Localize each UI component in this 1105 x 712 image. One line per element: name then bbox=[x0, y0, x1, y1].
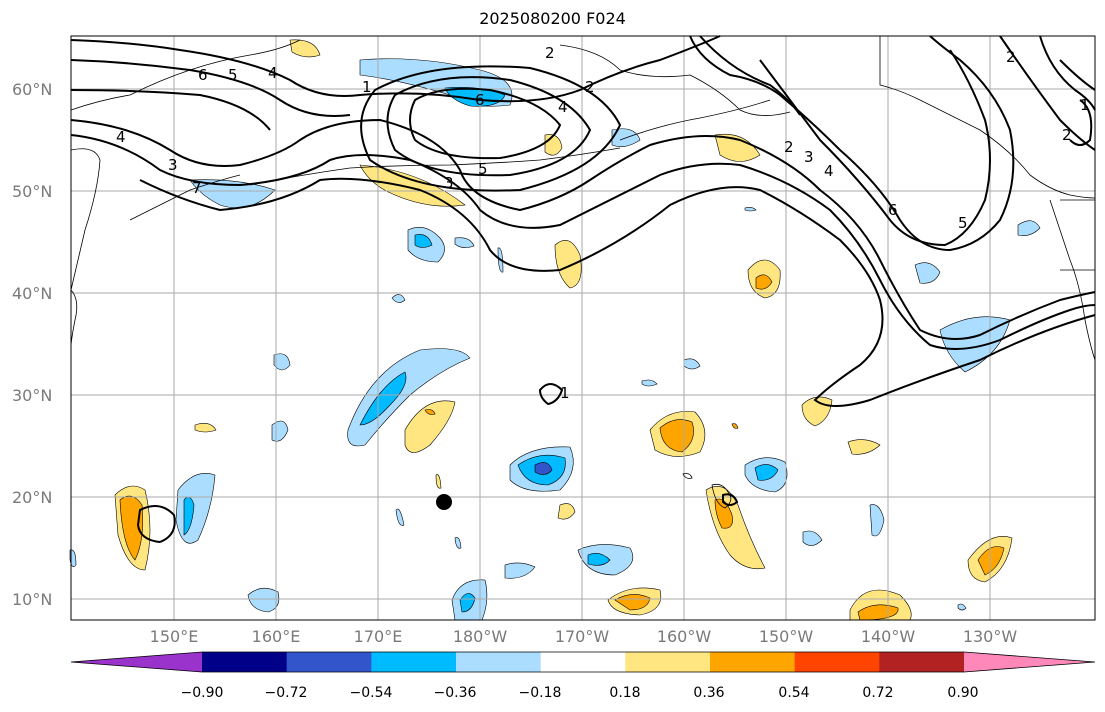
colorbar-tick-label: −0.18 bbox=[519, 685, 562, 701]
contour-label: 2 bbox=[784, 138, 794, 156]
lon-label: 170°W bbox=[555, 627, 610, 646]
colorbar-extend-low bbox=[71, 652, 202, 672]
lon-label: 170°E bbox=[354, 627, 403, 646]
contour-label: 4 bbox=[558, 98, 568, 116]
lat-label: 50°N bbox=[12, 182, 52, 201]
latitude-labels: 10°N 20°N 30°N 40°N 50°N 60°N bbox=[12, 80, 52, 609]
longitude-labels: 150°E 160°E 170°E 180°W 170°W 160°W 150°… bbox=[150, 627, 1018, 646]
colorbar bbox=[71, 652, 1095, 672]
lon-label: 150°E bbox=[150, 627, 199, 646]
contour-label: 1 bbox=[560, 384, 570, 402]
colorbar-segment bbox=[625, 652, 710, 672]
lon-label: 140°W bbox=[861, 627, 916, 646]
contour-label: 2 bbox=[585, 78, 595, 96]
colorbar-segment bbox=[710, 652, 795, 672]
colorbar-tick-label: 0.54 bbox=[778, 685, 809, 701]
colorbar-tick-label: 0.18 bbox=[609, 685, 640, 701]
contour-label: 7 bbox=[192, 179, 202, 197]
lon-label: 180°W bbox=[453, 627, 508, 646]
contour-label: 2 bbox=[1006, 48, 1016, 66]
colorbar-extend-high bbox=[964, 652, 1095, 672]
colorbar-tick-label: 0.90 bbox=[947, 685, 978, 701]
contour-label: 6 bbox=[475, 91, 485, 109]
lon-label: 160°W bbox=[657, 627, 712, 646]
lat-label: 60°N bbox=[12, 80, 52, 99]
lat-label: 40°N bbox=[12, 284, 52, 303]
contour-label: 4 bbox=[116, 128, 126, 146]
contour-label: 2 bbox=[545, 44, 555, 62]
contour-label: 5 bbox=[478, 160, 488, 178]
colorbar-segment bbox=[795, 652, 880, 672]
contour-label: 3 bbox=[444, 174, 454, 192]
contour-label: 6 bbox=[888, 201, 898, 219]
lat-label: 10°N bbox=[12, 590, 52, 609]
colorbar-segment bbox=[287, 652, 372, 672]
lon-label: 160°E bbox=[252, 627, 301, 646]
colorbar-segment bbox=[202, 652, 287, 672]
colorbar-tick-label: −0.54 bbox=[350, 685, 393, 701]
contour-label: 4 bbox=[268, 64, 278, 82]
contour-label: 5 bbox=[958, 214, 968, 232]
storm-center-marker bbox=[436, 494, 452, 510]
contour-label: 3 bbox=[168, 156, 178, 174]
contour-label: 3 bbox=[804, 148, 814, 166]
map-figure: 6 5 4 4 3 7 1 6 4 2 2 5 3 2 3 4 6 5 2 2 … bbox=[0, 0, 1105, 712]
colorbar-tick-label: −0.72 bbox=[265, 685, 308, 701]
lon-label: 130°W bbox=[963, 627, 1018, 646]
lat-label: 30°N bbox=[12, 386, 52, 405]
colorbar-segment bbox=[879, 652, 964, 672]
colorbar-segment bbox=[541, 652, 626, 672]
contour-label: 5 bbox=[228, 66, 238, 84]
colorbar-tick-label: 0.72 bbox=[862, 685, 893, 701]
colorbar-tick-label: −0.36 bbox=[434, 685, 477, 701]
lat-label: 20°N bbox=[12, 488, 52, 507]
colorbar-segment bbox=[456, 652, 541, 672]
lon-label: 150°W bbox=[759, 627, 814, 646]
contour-label: 6 bbox=[198, 66, 208, 84]
colorbar-tick-label: 0.36 bbox=[693, 685, 724, 701]
colorbar-ticks: −0.90 −0.72 −0.54 −0.36 −0.18 0.18 0.36 … bbox=[181, 685, 979, 701]
contour-label: 4 bbox=[824, 162, 834, 180]
contour-label: 1 bbox=[1080, 96, 1090, 114]
contour-label: 1 bbox=[362, 78, 372, 96]
contour-label: 2 bbox=[1062, 126, 1072, 144]
map-panel: 6 5 4 4 3 7 1 6 4 2 2 5 3 2 3 4 6 5 2 2 … bbox=[70, 36, 1095, 620]
colorbar-segment bbox=[371, 652, 456, 672]
colorbar-tick-label: −0.90 bbox=[181, 685, 224, 701]
